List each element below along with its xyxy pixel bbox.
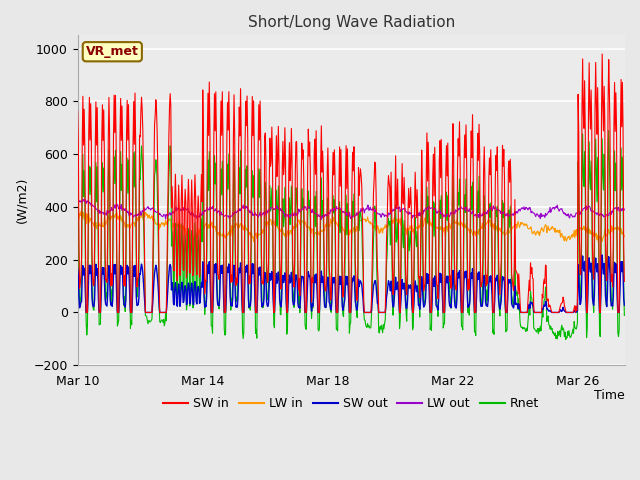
Y-axis label: (W/m2): (W/m2) bbox=[15, 177, 28, 224]
X-axis label: Time: Time bbox=[595, 389, 625, 402]
Text: VR_met: VR_met bbox=[86, 45, 139, 58]
Legend: SW in, LW in, SW out, LW out, Rnet: SW in, LW in, SW out, LW out, Rnet bbox=[158, 392, 545, 415]
Title: Short/Long Wave Radiation: Short/Long Wave Radiation bbox=[248, 15, 455, 30]
